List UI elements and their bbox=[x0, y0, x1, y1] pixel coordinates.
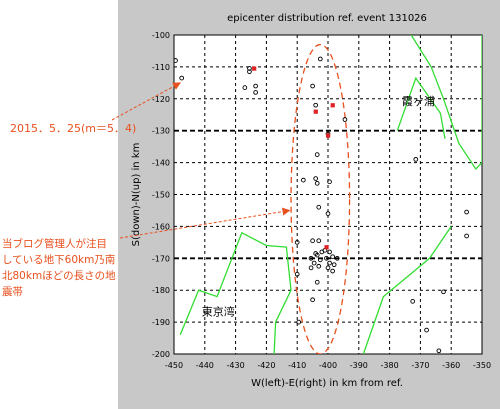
coastline-line bbox=[362, 226, 452, 354]
y-tick-label: -110 bbox=[152, 63, 170, 72]
epicenter-point bbox=[327, 179, 332, 185]
epicenter-point bbox=[314, 180, 320, 186]
epicenter-point bbox=[294, 271, 300, 277]
epicenter-point bbox=[342, 117, 348, 122]
x-tick-label: -360 bbox=[442, 361, 460, 370]
epicenter-point bbox=[327, 249, 332, 255]
y-tick-label: -130 bbox=[152, 127, 170, 136]
y-tick-label: -100 bbox=[152, 31, 170, 40]
note-line: 震帯 bbox=[2, 286, 23, 298]
y-tick-label: -160 bbox=[152, 222, 170, 231]
note-line: 北80kmほどの長さの地 bbox=[2, 270, 116, 282]
y-axis-label: S(down)-N(up) in km bbox=[131, 143, 142, 247]
x-tick-label: -380 bbox=[381, 361, 399, 370]
epicenter-point bbox=[316, 204, 322, 210]
plot-contents bbox=[174, 35, 482, 354]
x-tick-label: -450 bbox=[165, 361, 183, 370]
chart-title: epicenter distribution ref. event 131026 bbox=[227, 13, 427, 24]
epicenter-point-red bbox=[313, 109, 318, 114]
epicenter-point bbox=[296, 319, 302, 325]
epicenter-point bbox=[310, 83, 315, 89]
epicenter-point bbox=[308, 265, 314, 271]
epicenter-point bbox=[334, 255, 340, 261]
region-label: 霞ヶ浦 bbox=[402, 95, 435, 108]
epicenter-point-red bbox=[324, 245, 329, 250]
epicenter-point bbox=[325, 265, 331, 271]
epicenter-point bbox=[316, 263, 322, 269]
epicenter-point bbox=[441, 289, 446, 295]
epicenter-point bbox=[247, 69, 252, 75]
epicenter-point bbox=[331, 262, 337, 268]
y-tick-label: -180 bbox=[152, 286, 170, 295]
epicenter-point bbox=[313, 102, 319, 108]
y-tick-label: -140 bbox=[152, 159, 170, 168]
epicenter-point bbox=[253, 90, 258, 95]
x-tick-label: -390 bbox=[350, 361, 368, 370]
epicenter-point bbox=[464, 209, 469, 215]
note-annotation: 当ブログ管理人が注目 している地下60km乃南 北80kmほどの長さの地 震帯 bbox=[2, 236, 116, 300]
event-annotation-label: 2015．5．25(m＝5．4) bbox=[10, 122, 137, 135]
highlight-ellipse bbox=[290, 43, 351, 354]
epicenter-point bbox=[413, 157, 419, 162]
epicenter-point bbox=[436, 348, 442, 354]
epicenter-point bbox=[314, 252, 320, 258]
epicenter-point-red bbox=[252, 66, 257, 71]
x-tick-label: -350 bbox=[473, 361, 491, 370]
coastline-line bbox=[410, 35, 482, 171]
epicenter-point bbox=[325, 211, 331, 216]
epicenter-point bbox=[317, 257, 323, 263]
epicenter-point bbox=[301, 177, 306, 183]
epicenter-point bbox=[316, 238, 322, 244]
zone-arrow bbox=[119, 207, 291, 239]
epicenter-point bbox=[410, 299, 416, 304]
x-tick-label: -430 bbox=[227, 361, 245, 370]
epicenter-point bbox=[330, 268, 335, 274]
epicenter-point bbox=[327, 260, 332, 266]
x-tick-label: -400 bbox=[319, 361, 337, 370]
x-axis-label: W(left)-E(right) in km from ref. bbox=[251, 378, 403, 389]
event-arrow bbox=[111, 82, 182, 121]
x-tick-label: -420 bbox=[257, 361, 275, 370]
y-tick-label: -150 bbox=[152, 191, 170, 200]
note-line: している地下60km乃南 bbox=[2, 254, 116, 266]
epicenter-point bbox=[174, 58, 178, 63]
region-label: 東京湾 bbox=[202, 305, 235, 319]
epicenter-point-red bbox=[330, 103, 335, 108]
epicenter-point bbox=[424, 327, 429, 333]
y-tick-label: -170 bbox=[152, 254, 170, 263]
y-tick-label: -190 bbox=[152, 318, 170, 327]
coastline-line bbox=[396, 76, 446, 139]
epicenter-point bbox=[330, 254, 335, 260]
epicenter-point bbox=[308, 255, 314, 261]
epicenter-point bbox=[324, 255, 329, 261]
coastline-line bbox=[179, 231, 292, 354]
note-line: 当ブログ管理人が注目 bbox=[2, 238, 107, 250]
epicenter-point bbox=[464, 233, 469, 239]
epicenter-point bbox=[319, 249, 325, 255]
epicenter-point bbox=[313, 176, 319, 181]
y-tick-label: -120 bbox=[152, 95, 170, 104]
epicenter-point bbox=[247, 66, 252, 71]
epicenter-point bbox=[310, 297, 315, 303]
y-tick-label: -200 bbox=[152, 350, 170, 359]
epicenter-point-red bbox=[326, 133, 331, 138]
epicenter-point bbox=[242, 85, 248, 90]
epicenter-point bbox=[253, 83, 258, 89]
epicenter-point bbox=[311, 260, 317, 266]
x-tick-label: -440 bbox=[196, 361, 214, 370]
x-tick-label: -410 bbox=[288, 361, 306, 370]
x-tick-label: -370 bbox=[411, 361, 429, 370]
epicenter-point bbox=[314, 152, 320, 157]
epicenter-point bbox=[317, 56, 323, 62]
epicenter-point bbox=[179, 75, 185, 81]
epicenter-point bbox=[310, 238, 315, 244]
epicenter-point bbox=[314, 279, 320, 285]
epicenter-point bbox=[294, 240, 300, 245]
